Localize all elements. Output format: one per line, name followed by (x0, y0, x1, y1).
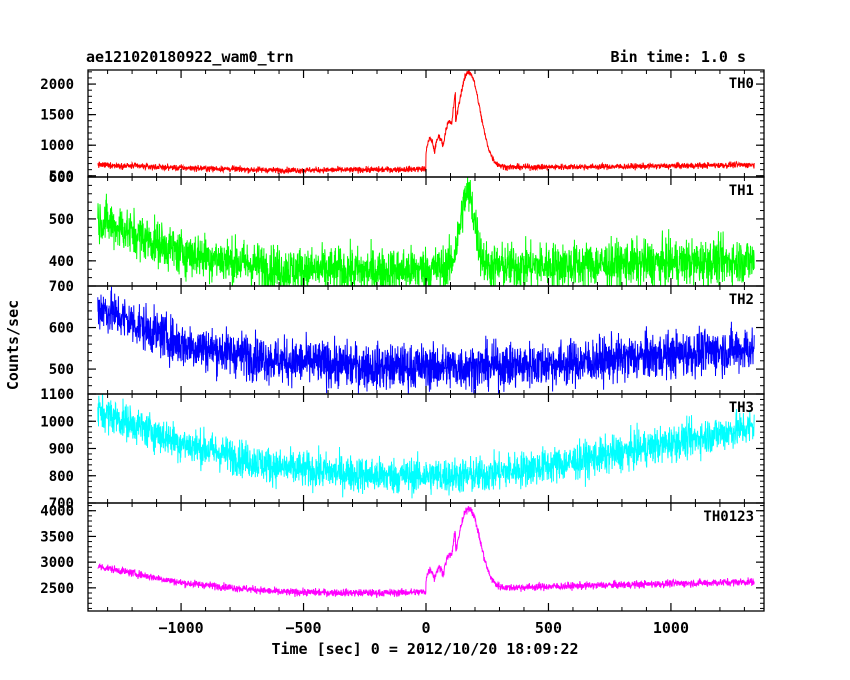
series-layer (97, 70, 755, 598)
y-tick-label-th2: 700 (49, 279, 74, 295)
x-axis-label: Time [sec] 0 = 2012/10/20 18:09:22 (271, 640, 578, 658)
y-tick-label-th0123: 3000 (40, 555, 74, 571)
y-tick-label-th3: 800 (49, 469, 74, 485)
y-tick-label-th0123: 2500 (40, 581, 74, 597)
x-tick-label: 1000 (653, 619, 689, 637)
y-tick-label-th3: 900 (49, 442, 74, 458)
panel-label-th2: TH2 (729, 292, 754, 308)
series-th0 (97, 70, 755, 175)
y-tick-label-th0: 1500 (40, 108, 74, 124)
y-tick-label-th0123: 4000 (40, 504, 74, 520)
y-tick-label-th3: 1100 (40, 387, 74, 403)
y-tick-label-th2: 600 (49, 321, 74, 337)
x-tick-label: 0 (421, 619, 430, 637)
series-th1 (97, 177, 755, 286)
x-tick-label: −1000 (158, 619, 203, 637)
y-axis-label: Counts/sec (4, 300, 22, 390)
y-tick-label-th2: 500 (49, 362, 74, 378)
y-tick-label-th1: 400 (49, 254, 74, 270)
x-tick-label: 500 (535, 619, 562, 637)
y-tick-label-th1: 500 (49, 212, 74, 228)
panel-label-th0: TH0 (729, 76, 754, 92)
y-tick-label-th0123: 3500 (40, 529, 74, 545)
text-labels: ae121020180922_wam0_trn Bin time: 1.0 s … (4, 48, 754, 658)
y-tick-label-th0: 2000 (40, 77, 74, 93)
bin-time-label: Bin time: 1.0 s (611, 48, 746, 66)
panel-label-th3: TH3 (729, 400, 754, 416)
panel-frame-th0123 (87, 502, 765, 612)
chart-title: ae121020180922_wam0_trn (86, 48, 294, 66)
tick-marks (88, 70, 764, 611)
y-tick-label-th3: 1000 (40, 414, 74, 430)
panel-label-th0123: TH0123 (703, 509, 754, 525)
series-th0123 (97, 505, 755, 598)
y-tick-label-th0: 500 (49, 169, 74, 185)
series-th2 (97, 286, 755, 394)
y-tick-label-th1: 600 (49, 170, 74, 186)
series-th3 (97, 394, 755, 499)
y-tick-label-th0: 1000 (40, 138, 74, 154)
x-tick-label: −500 (285, 619, 321, 637)
y-tick-label-th3: 700 (49, 496, 74, 512)
panel-label-th1: TH1 (729, 183, 754, 199)
